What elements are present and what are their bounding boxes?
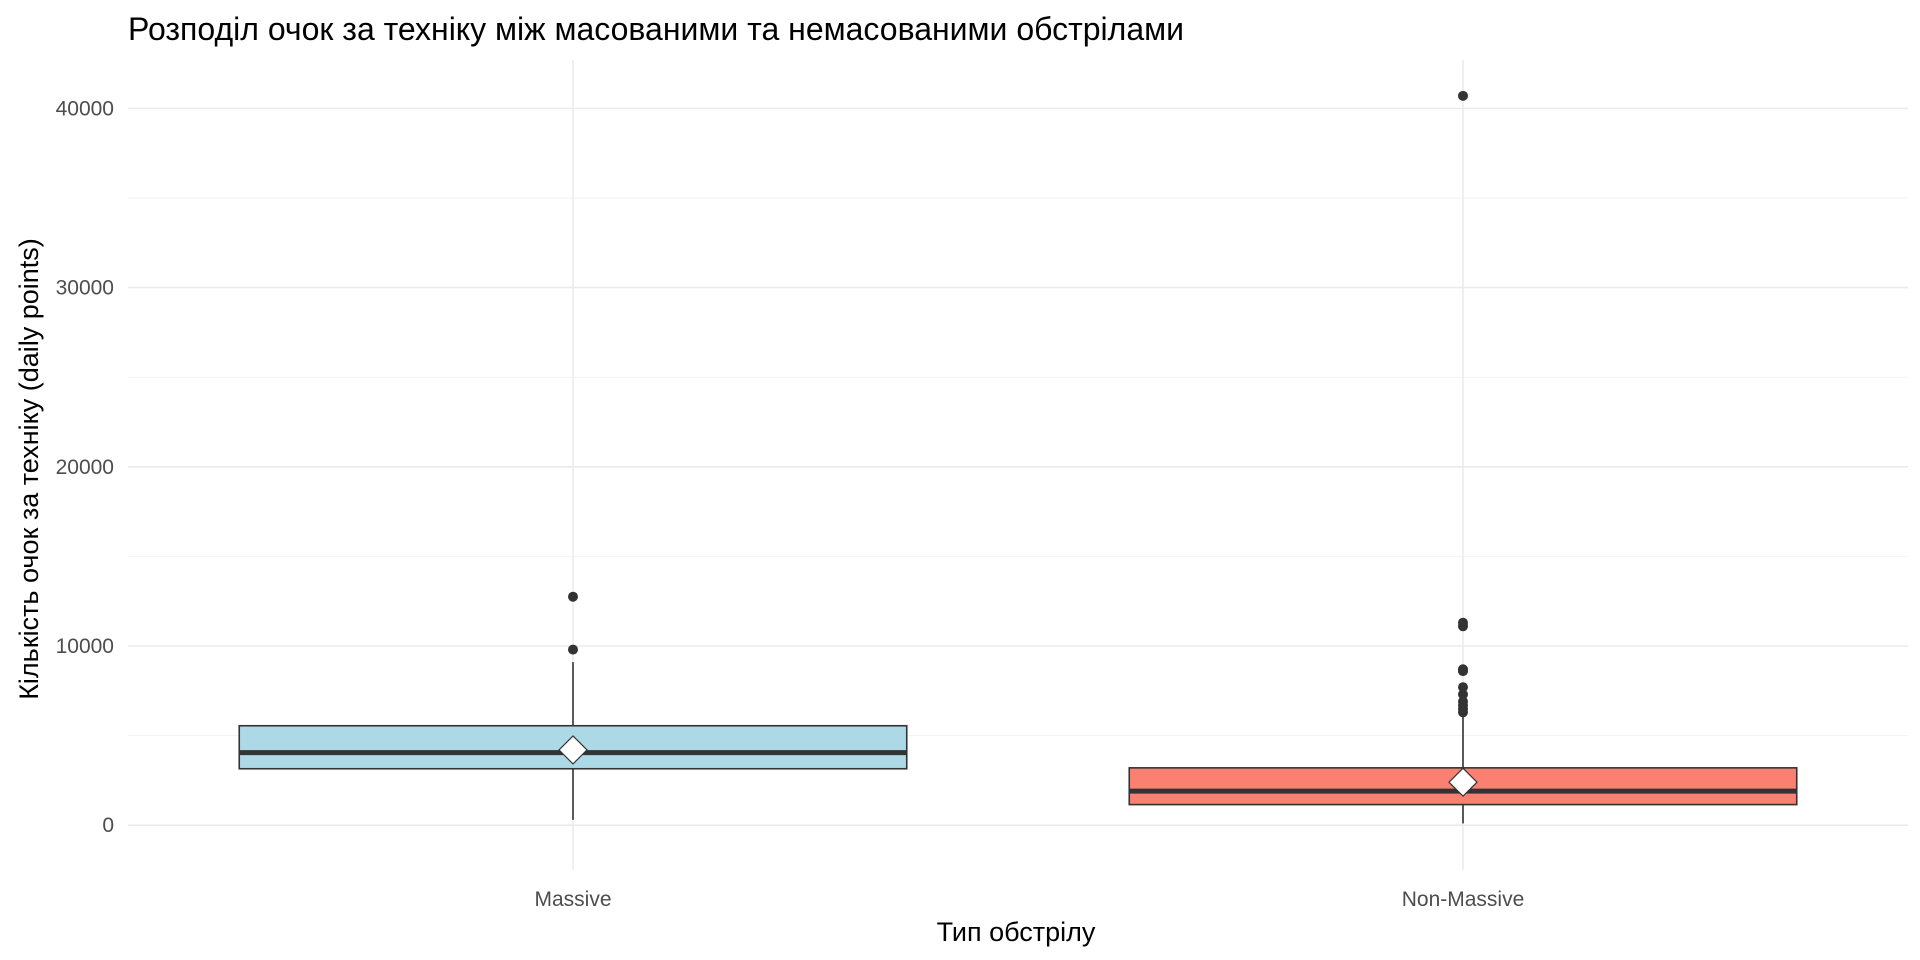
mean-marker — [1448, 767, 1478, 798]
y-tick-label: 10000 — [56, 635, 114, 658]
x-axis-title: Тип обстрілу — [937, 917, 1096, 947]
tick-labels: 0 10000 20000 30000 40000 Massive Non-Massive — [56, 97, 1525, 911]
x-tick-label: Non-Massive — [1402, 888, 1525, 911]
outlier-point — [1458, 682, 1468, 693]
y-tick-label: 30000 — [56, 277, 114, 300]
outlier-point — [1458, 90, 1468, 101]
y-tick-label: 0 — [102, 814, 114, 837]
y-tick-label: 20000 — [56, 456, 114, 479]
chart-title: Розподіл очок за техніку між масованими … — [128, 11, 1184, 47]
boxplot-layer — [238, 90, 1798, 824]
box-group — [238, 591, 908, 820]
mean-marker — [558, 735, 588, 765]
y-axis-title: Кількість очок за техніку (daily points) — [14, 238, 44, 700]
outlier-point — [1458, 696, 1468, 707]
outlier-point — [1458, 664, 1468, 675]
outlier-point — [1458, 689, 1468, 700]
outlier-point — [568, 644, 578, 655]
y-tick-label: 40000 — [56, 97, 114, 120]
x-tick-label: Massive — [534, 888, 611, 911]
box-group — [1128, 90, 1798, 824]
outlier-point — [1458, 617, 1468, 628]
outlier-point — [568, 591, 578, 602]
grid-lines — [128, 60, 1908, 870]
